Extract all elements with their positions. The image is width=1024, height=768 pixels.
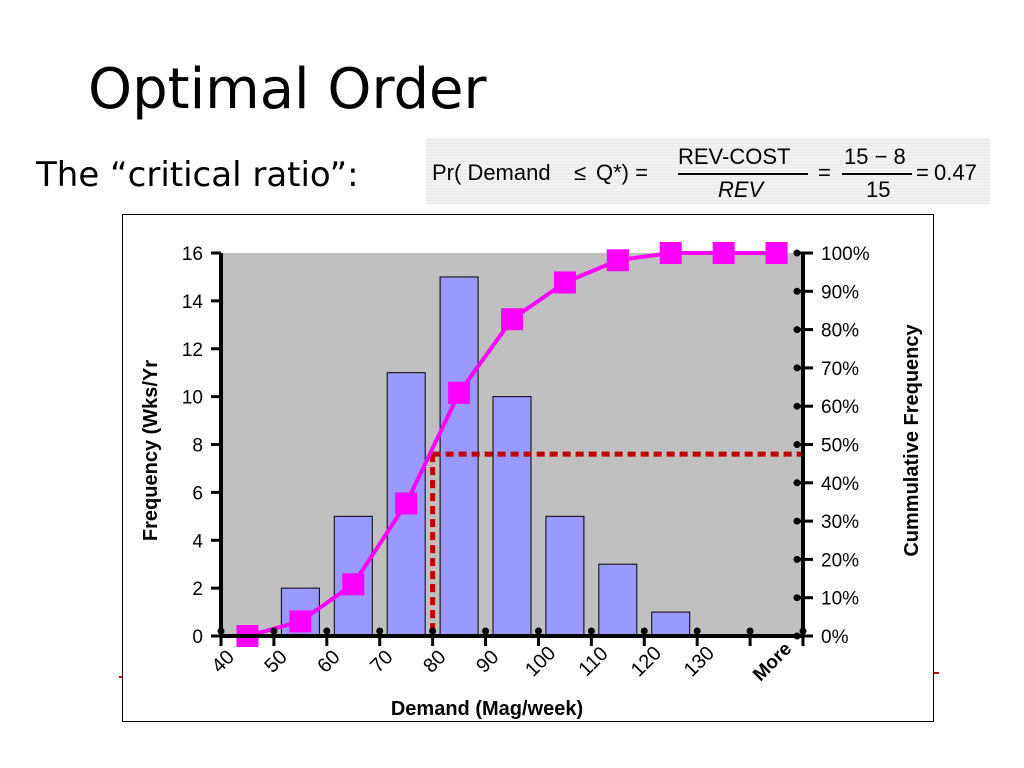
formula-numerator2: 15 − 8 [844,144,906,169]
y2-tick-label: 20% [821,550,859,571]
x-tick-dot [270,627,278,635]
y2-tick-dot [793,249,801,257]
y2-tick-label: 60% [821,397,859,418]
formula-q: Q*) = [596,160,648,185]
critical-ratio-label: The “critical ratio”: [36,155,359,195]
x-tick-label: 80 [419,646,450,677]
chart-frame: 0 2 4 6 8 10 12 14 16 0% 10% 20% 30% 40% 50% 60% 70% 80%… [122,214,934,722]
y2-tick-label: 90% [821,282,859,303]
y2-tick-label: 80% [821,321,859,342]
y-tick-label: 14 [182,292,204,313]
y-tick-label: 16 [182,244,203,265]
x-tick-dot [799,627,807,635]
cumulative-point-80 [448,381,471,404]
x-tick-label: 90 [472,646,503,677]
cumulative-point-70 [395,492,418,515]
y2-tick-label: 10% [821,589,859,610]
y2-tick-dot [793,441,801,448]
bar-90 [492,396,532,637]
y2-tick-dot [793,555,801,563]
critical-ratio-formula: Pr( Demand ≤ Q*) = REV-COST REV = 15 − 8… [426,138,990,204]
formula-eq2: = [916,160,929,185]
x-tick-dot [693,627,701,635]
y2-tick-label: 40% [821,474,859,495]
x-tick-label: 110 [575,643,613,681]
y2-tick-label: 70% [821,359,859,380]
formula-denominator2: 15 [866,177,891,202]
y2-tick-dot [793,479,801,487]
formula-denominator: REV [718,177,764,202]
y-tick-label: 0 [192,627,203,648]
bar-110 [598,563,638,637]
cumulative-point-110 [606,249,629,272]
x-tick-dot [534,627,542,635]
cumulative-point-60 [342,573,365,596]
x-axis-title: Demand (Mag/week) [391,698,583,720]
cumulative-point-100 [553,271,576,294]
y2-tick-dot [793,326,801,334]
y2-axis-title: Cummulative Frequency [901,323,923,556]
cumulative-point-50 [289,610,312,633]
y2-tick-dot [793,402,801,410]
slide-accent-mark-right [933,672,939,674]
x-tick-label: 60 [313,646,344,677]
y2-tick-dot [793,364,801,372]
x-tick-label: 70 [366,646,397,677]
x-tick-dot [376,627,384,635]
x-tick-dot [429,627,437,635]
y-tick-label: 12 [182,340,203,361]
slide-title: Optimal Order [88,57,487,122]
y-tick-label: 8 [192,436,203,457]
x-tick-label: 100 [521,642,560,681]
y2-tick-dot [793,594,801,602]
y-tick-label: 4 [192,531,203,552]
y-axis-title: Frequency (Wks/Yr [140,360,162,541]
x-tick-dot [587,627,595,635]
x-tick-label: 120 [627,642,666,681]
formula-eq1: = [818,160,831,185]
y-tick-label: 10 [182,388,203,409]
y2-tick-label: 30% [821,512,859,533]
x-tick-label: 130 [680,642,719,681]
formula-lhs: Pr( Demand [432,160,551,185]
x-tick-label: More [749,639,796,686]
formula-numerator: REV-COST [678,144,791,169]
x-tick-dot [640,627,648,635]
y-tick-label: 6 [192,483,203,504]
y-tick-label: 2 [192,579,203,600]
y2-tick-dot [793,517,801,525]
x-tick-label: 40 [208,646,239,677]
y2-tick-dot [793,632,801,640]
x-tick-dot [746,627,754,635]
formula-result: 0.47 [934,160,977,185]
y2-tick-label: 0% [821,627,849,648]
x-tick-dot [323,627,331,635]
y2-tick-label: 50% [821,436,859,457]
bar-120 [651,611,691,637]
formula-leq: ≤ [574,160,587,185]
y2-tick-dot [793,287,801,295]
cumulative-point-120 [659,242,682,264]
x-tick-dot [482,627,490,635]
y2-tick-label: 100% [821,244,870,265]
cumulative-point-More [765,242,788,264]
formula-fraction-line [678,173,808,175]
formula-fraction-line-2 [842,173,912,175]
x-tick-label: 50 [260,646,291,677]
x-tick-dot [217,627,225,635]
bar-100 [545,515,585,637]
pareto-chart: 0 2 4 6 8 10 12 14 16 0% 10% 20% 30% 40% 50% 60% 70% 80%… [140,242,923,720]
cumulative-point-90 [501,308,523,331]
cumulative-point-130 [712,242,735,264]
slide-accent-mark-left [119,676,123,678]
